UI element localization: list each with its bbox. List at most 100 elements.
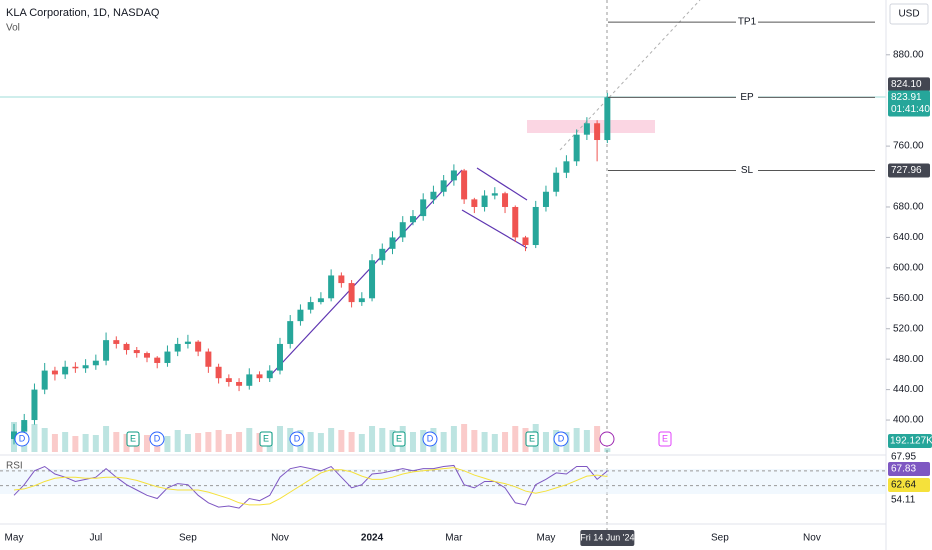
volume-bar xyxy=(369,426,376,452)
rsi-line xyxy=(13,467,608,506)
volume-bar xyxy=(450,426,457,452)
y-tick-label: 480.00 xyxy=(893,354,924,365)
volume-bar xyxy=(348,432,355,452)
volume-label: 192.127K xyxy=(890,436,932,447)
candle-body xyxy=(369,260,376,299)
volume-bar xyxy=(92,435,99,452)
candle-body xyxy=(512,206,519,238)
y-tick-label: 440.00 xyxy=(893,384,924,395)
axis-label: 824.10 xyxy=(891,79,922,90)
volume-bar xyxy=(51,434,58,452)
x-tick-label: Sep xyxy=(179,533,197,544)
candle-body xyxy=(31,389,38,421)
axis-label-box xyxy=(888,478,930,492)
volume-title: Vol xyxy=(6,23,20,34)
axis-label-box xyxy=(888,163,930,178)
last-price-box xyxy=(888,90,930,117)
candle-body xyxy=(246,374,253,386)
candle-body xyxy=(481,195,488,207)
candle-body xyxy=(522,237,529,246)
y-tick-label: 760.00 xyxy=(893,141,924,152)
candle-body xyxy=(532,206,539,246)
axis-label-box xyxy=(888,77,930,92)
y-tick-label: 640.00 xyxy=(893,232,924,243)
volume-bar xyxy=(491,434,498,452)
volume-bar xyxy=(358,434,365,452)
level-bg xyxy=(736,90,758,105)
candle-body xyxy=(92,360,99,366)
flag-top xyxy=(476,167,528,201)
volume-bar xyxy=(604,448,611,452)
candle-body xyxy=(430,191,437,200)
axis-label: 54.11 xyxy=(891,495,916,506)
event-marker xyxy=(14,431,30,447)
level-name: SL xyxy=(741,165,754,176)
volume-bar xyxy=(72,436,79,452)
event-label: D xyxy=(19,433,26,443)
volume-bar xyxy=(440,432,447,452)
volume-bar xyxy=(512,426,519,452)
volume-bar xyxy=(205,432,212,452)
candle-body xyxy=(583,123,590,135)
volume-bar xyxy=(184,434,191,452)
volume-bar xyxy=(379,428,386,452)
event-label: E xyxy=(263,433,269,443)
candle-body xyxy=(266,370,273,379)
y-tick-label: 600.00 xyxy=(893,262,924,273)
trend-line xyxy=(267,169,463,379)
event-label: D xyxy=(294,433,301,443)
volume-bar xyxy=(338,430,345,452)
event-marker xyxy=(525,431,539,447)
candle-body xyxy=(440,180,447,192)
y-tick-label: 680.00 xyxy=(893,202,924,213)
volume-bar xyxy=(195,433,202,452)
candle-body xyxy=(133,350,140,354)
event-marker xyxy=(289,431,305,447)
event-label: E xyxy=(396,433,402,443)
event-label: D xyxy=(154,433,161,443)
candle-body xyxy=(317,298,324,303)
countdown: 01:41:40 xyxy=(891,104,930,115)
candle-body xyxy=(62,366,69,375)
volume-bar xyxy=(11,422,17,452)
candle-body xyxy=(358,298,365,303)
volume-bar xyxy=(409,432,416,452)
candle-body xyxy=(41,370,48,390)
candle-body xyxy=(154,357,161,363)
event-marker xyxy=(658,431,672,447)
volume-bar xyxy=(143,435,150,452)
candle-body xyxy=(11,431,17,440)
rsi-line xyxy=(13,464,608,509)
candle-body xyxy=(450,170,457,181)
candle-body xyxy=(338,275,345,284)
event-label: E xyxy=(662,433,668,443)
x-tick-label: Nov xyxy=(271,533,289,544)
date-label: Fri 14 Jun '24 xyxy=(580,532,634,542)
candle-body xyxy=(236,381,243,386)
currency[interactable]: USD xyxy=(898,9,919,20)
chart-title: KLA Corporation, 1D, NASDAQ xyxy=(6,7,160,19)
candle-body xyxy=(184,341,191,344)
currency-box[interactable] xyxy=(889,3,929,25)
axis-label-box xyxy=(888,462,930,476)
event-label: E xyxy=(529,433,535,443)
event-label: E xyxy=(130,433,136,443)
volume-bar xyxy=(215,430,222,452)
x-tick-label: Nov xyxy=(803,533,821,544)
axis-label: 62.64 xyxy=(891,480,916,491)
volume-bar xyxy=(41,428,48,452)
event-marker xyxy=(392,431,406,447)
candle-body xyxy=(195,341,202,352)
candle-body xyxy=(491,193,498,196)
last-price: 823.91 xyxy=(891,92,922,103)
volume-bar xyxy=(317,433,324,452)
candle-body xyxy=(123,343,130,351)
volume-bar xyxy=(236,432,243,452)
candle-body xyxy=(297,309,304,322)
rsi-band xyxy=(0,469,886,494)
candle-body xyxy=(143,353,150,358)
candle-body xyxy=(307,302,314,310)
volume-bar xyxy=(583,430,590,452)
candle-body xyxy=(287,321,294,344)
candle-body xyxy=(389,237,396,249)
